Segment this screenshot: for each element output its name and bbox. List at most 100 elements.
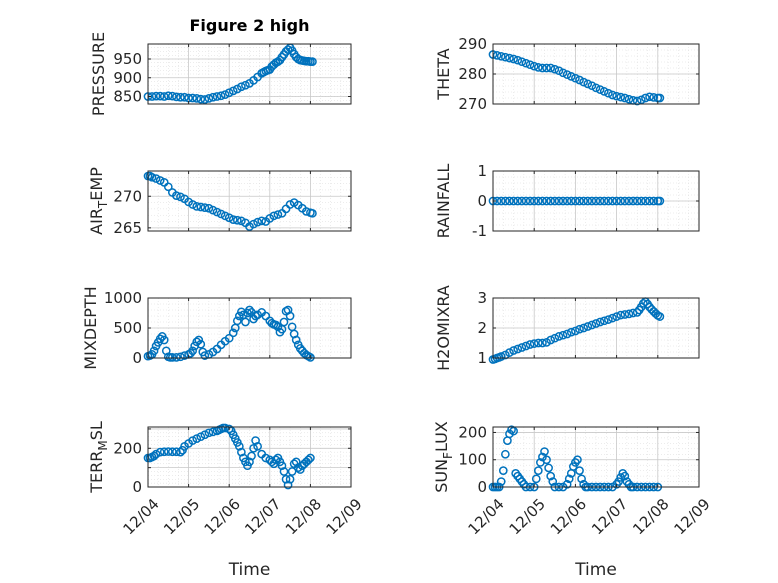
data-point bbox=[159, 447, 169, 457]
data-point bbox=[492, 51, 502, 60]
data-point bbox=[649, 196, 659, 206]
data-point bbox=[241, 317, 250, 327]
data-point bbox=[599, 87, 609, 96]
data-point bbox=[517, 57, 527, 67]
data-point bbox=[591, 83, 601, 93]
data-point bbox=[655, 312, 665, 321]
data-point bbox=[533, 466, 543, 475]
data-point bbox=[291, 457, 301, 467]
data-point bbox=[616, 92, 626, 102]
data-point bbox=[546, 196, 556, 206]
data-point bbox=[587, 320, 597, 330]
data-point bbox=[180, 92, 189, 102]
data-point bbox=[186, 348, 195, 358]
data-point bbox=[188, 436, 198, 445]
data-point bbox=[513, 196, 523, 206]
y-axis-label: MIXDEPTH bbox=[81, 286, 100, 369]
data-point bbox=[168, 447, 177, 457]
data-point bbox=[533, 196, 543, 206]
data-point bbox=[571, 196, 580, 206]
data-point bbox=[188, 93, 198, 103]
y-axis-label-main: PRESSURE bbox=[89, 32, 108, 116]
data-point bbox=[568, 462, 578, 471]
data-point bbox=[620, 196, 630, 206]
data-point bbox=[496, 352, 506, 361]
data-point bbox=[583, 322, 593, 331]
data-point bbox=[228, 86, 238, 96]
data-point bbox=[279, 317, 289, 327]
data-point bbox=[291, 335, 301, 345]
data-point bbox=[224, 213, 234, 223]
data-point bbox=[509, 346, 518, 355]
data-point bbox=[172, 191, 181, 200]
data-point bbox=[496, 196, 506, 206]
data-point bbox=[224, 88, 234, 98]
data-point bbox=[641, 196, 650, 206]
data-point bbox=[525, 60, 535, 70]
data-point bbox=[200, 203, 210, 212]
y-tick-label: 265 bbox=[113, 219, 142, 237]
data-point bbox=[608, 313, 617, 323]
data-point bbox=[513, 55, 523, 65]
data-point bbox=[550, 333, 560, 343]
data-point bbox=[277, 461, 287, 471]
data-point bbox=[655, 93, 665, 103]
data-point bbox=[579, 323, 588, 333]
data-point bbox=[200, 95, 210, 104]
y-tick-label: 280 bbox=[458, 65, 487, 83]
data-point bbox=[168, 353, 177, 362]
data-point bbox=[521, 341, 531, 351]
y-tick-label: -1 bbox=[472, 222, 487, 240]
y-axis-label: THETA bbox=[434, 48, 453, 100]
data-point bbox=[505, 348, 514, 357]
x-axis-label: Time bbox=[228, 560, 271, 580]
data-point bbox=[554, 196, 564, 206]
data-point bbox=[188, 346, 198, 356]
data-point bbox=[232, 316, 242, 326]
data-point bbox=[546, 63, 556, 73]
data-point bbox=[612, 91, 621, 101]
data-point bbox=[212, 92, 222, 101]
data-point bbox=[538, 63, 547, 73]
data-point bbox=[228, 215, 238, 224]
data-point bbox=[616, 196, 626, 206]
data-point bbox=[604, 196, 613, 206]
data-point bbox=[562, 329, 572, 339]
y-tick-label: 500 bbox=[113, 319, 142, 337]
data-point bbox=[498, 466, 508, 475]
data-point bbox=[540, 447, 549, 456]
y-axis-label: PRESSURE bbox=[89, 32, 108, 116]
data-point bbox=[232, 215, 242, 225]
y-tick-label: 950 bbox=[113, 50, 142, 68]
data-point bbox=[501, 449, 510, 459]
data-point bbox=[612, 196, 621, 206]
data-point bbox=[168, 91, 177, 101]
y-axis-label-main: SUN bbox=[432, 459, 451, 493]
data-point bbox=[279, 467, 289, 476]
data-point bbox=[257, 216, 267, 226]
y-tick-label: 1 bbox=[477, 349, 487, 367]
subplot-rainfall: -1 0 1 RAINFALL bbox=[434, 162, 700, 240]
data-point bbox=[533, 63, 543, 72]
data-point bbox=[228, 328, 238, 338]
y-tick-label: 100 bbox=[458, 451, 487, 469]
data-point bbox=[542, 455, 551, 465]
data-point bbox=[591, 196, 601, 206]
data-point bbox=[636, 196, 646, 206]
data-point bbox=[641, 93, 650, 103]
y-axis-label-subscript: F bbox=[441, 452, 455, 459]
data-point bbox=[525, 340, 535, 349]
data-point bbox=[624, 196, 634, 206]
data-point bbox=[224, 333, 234, 343]
data-point bbox=[283, 45, 293, 54]
data-point bbox=[624, 94, 634, 104]
data-point bbox=[531, 474, 541, 484]
data-point bbox=[566, 327, 576, 337]
y-tick-label: 1000 bbox=[104, 289, 142, 307]
data-point bbox=[595, 196, 605, 206]
data-point bbox=[575, 196, 584, 206]
data-point bbox=[595, 317, 605, 327]
